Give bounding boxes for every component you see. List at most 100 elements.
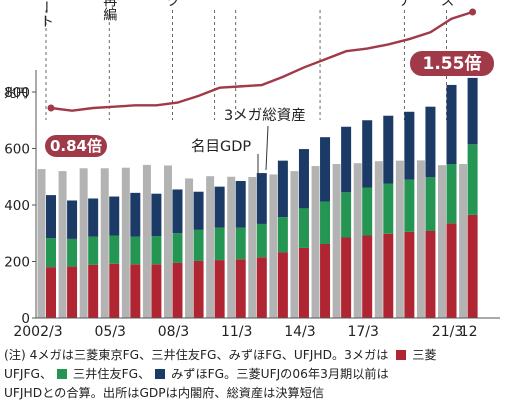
bar-smfg-9 <box>235 227 246 260</box>
bar-mizuho-8 <box>214 186 225 228</box>
footnote-line-1: (注) 4メガは三菱東京FG、三井住友FG、みずほFG、UFJHD。3メガは 三… <box>4 346 502 365</box>
bar-mizuho-11 <box>277 160 288 218</box>
x-tick-label-1: 05/3 <box>95 324 126 340</box>
bar-mizuho-5 <box>151 193 162 237</box>
gdp-bar-12 <box>290 171 299 318</box>
bar-mufg-11 <box>277 252 288 318</box>
bar-mufg-19 <box>446 223 457 318</box>
bar-mufg-14 <box>341 237 352 318</box>
bar-mizuho-12 <box>298 149 309 209</box>
bar-mufg-16 <box>383 233 394 318</box>
gdp-bar-16 <box>374 161 383 318</box>
legend-label-mizuho: みずほFG。三菱UFJの06年3月期以前は <box>171 367 389 381</box>
bar-mizuho-6 <box>172 189 183 234</box>
gdp-bar-10 <box>248 177 257 318</box>
bar-mizuho-3 <box>109 196 120 236</box>
bar-mufg-7 <box>193 260 204 318</box>
bar-smfg-2 <box>88 236 99 265</box>
bar-mufg-3 <box>109 263 120 318</box>
bar-mizuho-15 <box>362 120 373 188</box>
bar-mizuho-18 <box>425 106 436 178</box>
bar-mufg-20 <box>467 214 478 318</box>
footnote: (注) 4メガは三菱東京FG、三井住友FG、みずほFG、UFJHD。3メガは 三… <box>4 346 502 403</box>
y-tick-label-200: 200 <box>4 255 30 271</box>
bar-mufg-18 <box>425 230 436 318</box>
legend-swatch-mizuho <box>155 369 166 379</box>
bar-mufg-2 <box>88 264 99 318</box>
ratio-line <box>50 10 473 112</box>
bar-mufg-12 <box>298 247 309 318</box>
gdp-bar-2 <box>79 168 88 318</box>
y-tick-label-600: 600 <box>4 142 30 158</box>
ratio-end-label: 1.55倍 <box>423 53 482 74</box>
x-tick-label-0: 2002/3 <box>13 324 62 340</box>
y-axis-unit: 兆円 <box>4 86 28 100</box>
event-label-0: スタート <box>38 0 54 28</box>
bar-mizuho-7 <box>193 191 204 230</box>
footnote-text-1: (注) 4メガは三菱東京FG、三井住友FG、みずほFG、UFJHD。3メガは <box>4 348 389 362</box>
bar-smfg-0 <box>46 238 56 268</box>
y-tick-label-0: 0 <box>21 311 30 327</box>
y-tick-label-400: 400 <box>4 198 30 214</box>
gdp-bar-7 <box>185 178 194 318</box>
bar-smfg-16 <box>383 183 394 234</box>
bar-smfg-12 <box>298 208 309 248</box>
bar-mizuho-17 <box>404 111 415 180</box>
bar-mufg-10 <box>256 257 267 318</box>
x-tick-label-2: 08/3 <box>158 324 189 340</box>
y-tick-label-800: 800 <box>4 85 30 101</box>
ratio-start-badge <box>45 135 107 157</box>
bar-smfg-1 <box>67 238 78 267</box>
gdp-bar-6 <box>163 165 172 318</box>
ratio-start-point <box>47 104 55 112</box>
bar-mizuho-14 <box>341 126 352 193</box>
gdp-bar-19 <box>438 165 447 318</box>
bar-mizuho-1 <box>67 200 78 239</box>
gdp-bar-13 <box>311 166 320 318</box>
x-tick-label-6: 21/3 <box>432 324 463 340</box>
gdp-bar-4 <box>121 167 130 318</box>
gdp-bar-20 <box>459 164 468 318</box>
bar-smfg-10 <box>256 223 267 258</box>
legend-label-mufg-prefix: 三菱 <box>412 348 437 362</box>
ratio-end-point <box>469 8 477 16</box>
bar-smfg-20 <box>467 144 478 215</box>
event-label-7: ス <box>439 0 455 7</box>
legend-label-smfg: 三井住友FG、 <box>72 367 151 381</box>
bar-mufg-15 <box>362 235 373 318</box>
legend-label-mufg-suffix: UFJFG、 <box>4 367 53 381</box>
bar-mizuho-20 <box>467 77 478 145</box>
x-tick-label-3: 11/3 <box>221 324 252 340</box>
bar-mufg-17 <box>404 231 415 318</box>
gdp-bar-8 <box>206 176 215 318</box>
bar-smfg-13 <box>320 201 331 244</box>
gdp-bar-11 <box>269 174 278 318</box>
gdp-bar-18 <box>416 160 425 318</box>
bar-smfg-15 <box>362 187 373 236</box>
bar-mufg-1 <box>67 266 78 318</box>
bar-smfg-8 <box>214 227 225 261</box>
total-assets-annotation: 3メガ総資産 <box>224 107 306 124</box>
bar-smfg-11 <box>277 217 288 253</box>
gdp-bar-5 <box>142 164 151 318</box>
x-tick-label-4: 14/3 <box>284 324 315 340</box>
gdp-bar-17 <box>395 160 404 318</box>
bar-mufg-9 <box>235 259 246 318</box>
bar-mufg-5 <box>151 264 162 318</box>
bar-mizuho-10 <box>256 173 267 224</box>
bar-mufg-4 <box>130 264 141 318</box>
chart-area: 0 200 400 600 800 兆円 スタート に再編 ク ナ ス 2002/3 05/3 08/3 1… <box>4 0 500 340</box>
bar-mufg-0 <box>46 267 56 318</box>
legend-swatch-smfg <box>57 369 68 379</box>
gdp-bar-15 <box>353 163 362 318</box>
event-label-2: ク <box>164 0 180 7</box>
bar-smfg-5 <box>151 236 162 265</box>
bar-smfg-19 <box>446 164 457 224</box>
bar-mizuho-2 <box>88 198 99 237</box>
bar-smfg-3 <box>109 235 120 264</box>
gdp-annotation: 名目GDP <box>191 138 251 155</box>
gdp-bar-3 <box>100 168 109 318</box>
bar-smfg-6 <box>172 233 183 263</box>
gdp-bar-14 <box>332 164 341 318</box>
